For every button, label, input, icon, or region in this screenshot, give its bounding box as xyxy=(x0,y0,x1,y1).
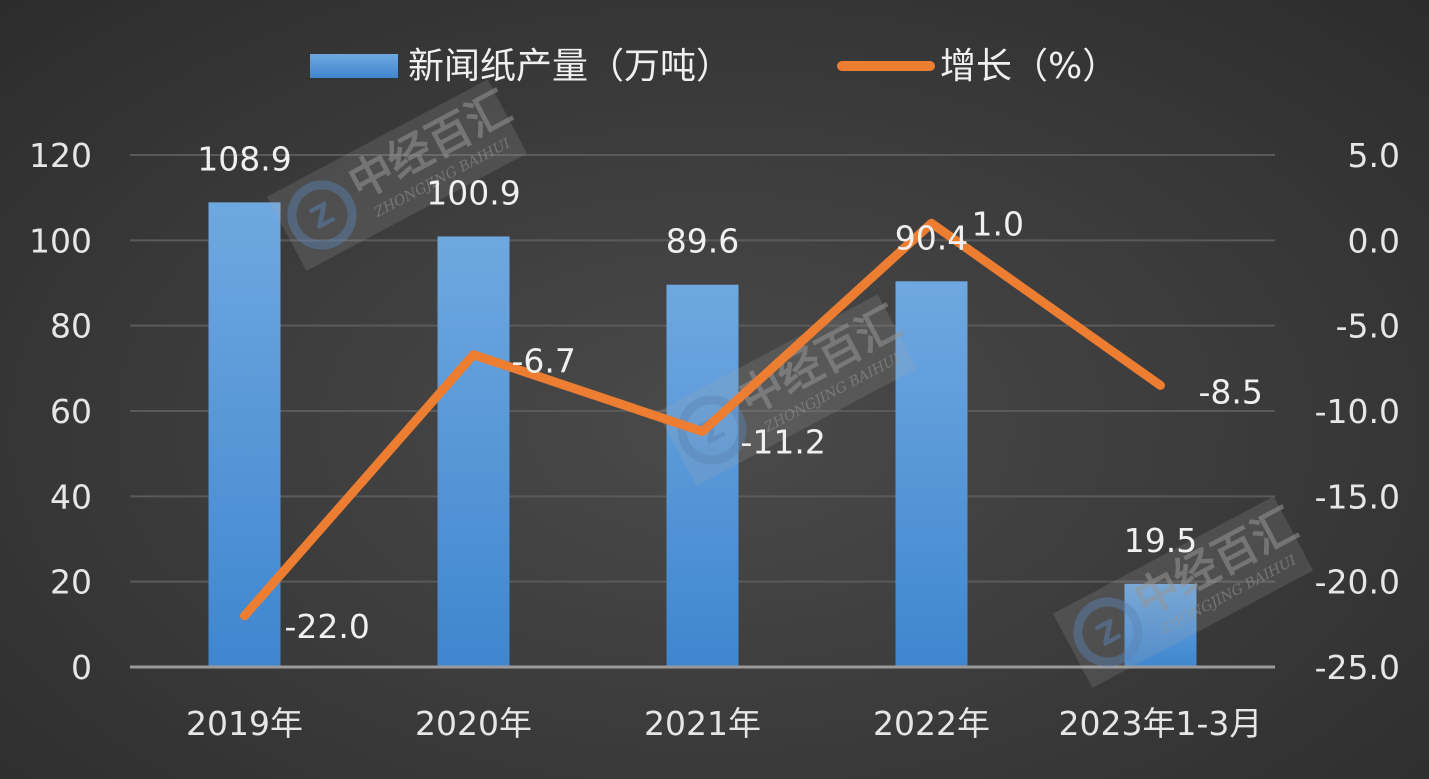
y-left-tick-label: 0 xyxy=(71,648,92,687)
y-left-tick-label: 20 xyxy=(50,563,92,602)
y-right-tick-label: 0.0 xyxy=(1348,221,1400,260)
x-tick-label: 2020年 xyxy=(415,704,532,743)
y-right-tick-label: -25.0 xyxy=(1315,648,1400,687)
y-right-tick-label: 5.0 xyxy=(1348,136,1400,175)
y-left-tick-label: 80 xyxy=(50,307,92,346)
y-right-tick-label: -5.0 xyxy=(1336,307,1400,346)
legend-label-line: 增长（%） xyxy=(940,46,1118,87)
line-data-label: -8.5 xyxy=(1199,372,1263,411)
bar-data-label: 108.9 xyxy=(197,139,291,178)
bar xyxy=(1124,583,1197,667)
bar xyxy=(666,284,739,667)
bar-data-label: 90.4 xyxy=(895,218,968,257)
y-left-tick-label: 120 xyxy=(29,136,92,175)
y-left-tick-label: 100 xyxy=(29,221,92,260)
legend-label-bar: 新闻纸产量（万吨） xyxy=(408,46,732,87)
x-tick-label: 2022年 xyxy=(873,704,990,743)
y-left-tick-label: 60 xyxy=(50,392,92,431)
line-data-label: -11.2 xyxy=(741,422,826,461)
bar-data-label: 89.6 xyxy=(666,222,739,261)
bar xyxy=(437,236,510,667)
legend-swatch-bar xyxy=(310,54,398,78)
y-right-tick-label: -10.0 xyxy=(1315,392,1400,431)
bar xyxy=(208,202,281,668)
x-tick-label: 2021年 xyxy=(644,704,761,743)
line-data-label: 1.0 xyxy=(972,204,1024,243)
line-point xyxy=(929,221,934,226)
line-data-label: -6.7 xyxy=(512,342,576,381)
bar xyxy=(895,281,968,667)
line-point xyxy=(700,429,705,434)
line-point xyxy=(471,352,476,357)
y-right-tick-label: -20.0 xyxy=(1315,563,1400,602)
line-point xyxy=(1158,383,1163,388)
line-data-label: -22.0 xyxy=(285,607,370,646)
line-point xyxy=(242,613,247,618)
x-tick-label: 2019年 xyxy=(186,704,303,743)
bar-data-label: 19.5 xyxy=(1124,521,1197,560)
y-right-tick-label: -15.0 xyxy=(1315,477,1400,516)
x-tick-label: 2023年1-3月 xyxy=(1059,704,1263,743)
bar-data-label: 100.9 xyxy=(426,173,520,212)
y-left-tick-label: 40 xyxy=(50,477,92,516)
